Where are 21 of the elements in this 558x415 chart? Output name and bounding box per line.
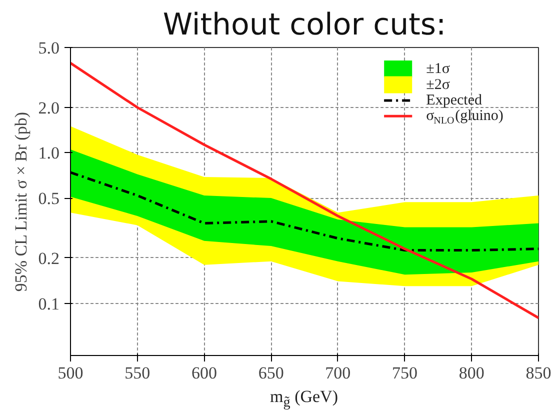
chart-title: Without color cuts: — [162, 8, 446, 42]
legend-label: ±2σ — [426, 76, 450, 93]
x-tick-label: 650 — [258, 364, 284, 382]
legend-label: Expected — [426, 92, 482, 108]
y-tick-label: 5.0 — [38, 38, 60, 58]
x-tick-label: 550 — [124, 364, 150, 382]
y-tick-label: 0.5 — [38, 189, 60, 208]
x-tick-label: 750 — [392, 364, 418, 382]
y-tick-label: 1.0 — [38, 144, 60, 163]
legend-label: ±1σ — [426, 61, 450, 78]
x-tick-label: 700 — [325, 364, 351, 382]
x-tick-label: 800 — [458, 364, 484, 382]
y-tick-label: 0.1 — [38, 294, 60, 314]
y-tick-label: 0.2 — [38, 248, 60, 268]
x-axis-title: m$_{g̃}$ (GeV) — [269, 386, 339, 412]
x-tick-label: 850 — [526, 364, 552, 382]
line-series — [70, 62, 538, 320]
y-axis-title: 95% CL Limit σ × Br (pb) — [11, 112, 30, 292]
x-tick-label: 500 — [58, 364, 84, 382]
y-tick-label: 2.0 — [38, 98, 60, 118]
x-tick-label: 600 — [191, 364, 217, 382]
